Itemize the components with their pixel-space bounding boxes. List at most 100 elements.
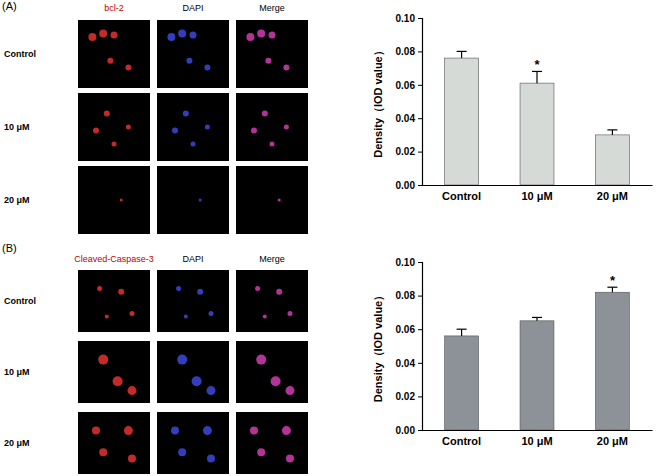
y-tick-label: 0.10	[396, 257, 416, 268]
cell	[286, 455, 294, 463]
y-tick-mark	[418, 185, 422, 186]
x-axis-line	[423, 185, 653, 186]
y-axis-title: Density（IOD value）	[372, 290, 385, 402]
cell	[197, 289, 203, 295]
x-tick: Control	[442, 190, 481, 202]
x-tick: Control	[442, 435, 481, 447]
error-bar-cap	[532, 317, 542, 318]
y-tick-mark	[418, 85, 422, 86]
bar	[520, 321, 554, 430]
cell	[204, 65, 210, 71]
column-header: Merge	[259, 3, 285, 13]
cell	[265, 58, 271, 64]
cell	[178, 448, 186, 456]
micrograph	[157, 270, 229, 332]
x-tick-label: Control	[442, 190, 481, 202]
cell	[278, 199, 281, 202]
y-tick: 0.10	[396, 13, 422, 24]
row-label: Control	[4, 49, 36, 59]
micrograph	[157, 166, 229, 234]
y-tick-label: 0.00	[396, 425, 416, 436]
cell	[284, 125, 289, 130]
micrograph	[236, 270, 308, 332]
y-tick: 0.04	[396, 358, 422, 369]
cell	[207, 455, 215, 463]
error-bar-stem	[536, 71, 537, 83]
x-axis: Control 10 μM 20 μM	[423, 186, 653, 203]
error-bar-cap	[457, 329, 467, 330]
cell	[111, 31, 118, 38]
row-label: 20 μM	[4, 438, 30, 448]
row-label: 10 μM	[4, 367, 30, 377]
cell	[288, 311, 293, 316]
plot-area	[445, 287, 630, 430]
cell	[176, 286, 181, 291]
micrograph	[236, 341, 308, 403]
x-tick-label: 20 μM	[597, 190, 628, 202]
error-bar-stem	[461, 329, 462, 336]
cell	[93, 127, 99, 133]
y-tick-label: 0.02	[396, 391, 416, 402]
micrograph	[236, 93, 308, 161]
cell	[184, 315, 188, 319]
cell	[98, 355, 108, 365]
y-axis-line	[418, 263, 423, 431]
bar	[595, 135, 629, 185]
y-tick: 0.04	[396, 113, 422, 124]
x-tick: 10 μM	[521, 190, 552, 202]
bar-chart: *0.000.020.040.060.080.10Control10 μM20 …	[372, 257, 653, 447]
column-header: DAPI	[182, 3, 203, 13]
x-tick-label: 10 μM	[521, 435, 552, 447]
y-tick-label: 0.10	[396, 13, 416, 24]
cell	[246, 33, 254, 41]
cell	[125, 65, 131, 71]
cell	[112, 142, 117, 147]
bar	[445, 336, 479, 430]
cell	[128, 455, 136, 463]
cell	[192, 376, 202, 386]
figure: (A)bcl-2DAPIMergeControl10 μM20 μM(B)Cle…	[0, 0, 661, 476]
cell	[257, 30, 265, 38]
cell	[190, 31, 197, 38]
cell	[256, 355, 266, 365]
cell	[191, 142, 196, 147]
y-tick-mark	[418, 396, 422, 397]
error-bar	[532, 71, 542, 83]
y-tick: 0.02	[396, 391, 422, 402]
micrograph	[157, 412, 229, 474]
y-tick-mark	[418, 363, 422, 364]
x-tick-label: 20 μM	[597, 435, 628, 447]
error-bar	[607, 130, 617, 135]
significance-mark: *	[610, 273, 616, 288]
row-label: 20 μM	[4, 195, 30, 205]
y-axis-line	[418, 19, 423, 186]
cell	[203, 426, 212, 435]
plot-area	[445, 51, 630, 185]
y-tick-label: 0.02	[396, 146, 416, 157]
cell	[286, 386, 295, 395]
cell	[282, 426, 291, 435]
y-tick: 0.08	[396, 46, 422, 57]
x-tick-label: Control	[442, 435, 481, 447]
row-label: Control	[4, 296, 36, 306]
y-tick-mark	[418, 152, 422, 153]
micrograph	[78, 270, 150, 332]
bar	[595, 292, 629, 430]
y-tick-mark	[418, 51, 422, 52]
panel-label: (A)	[2, 0, 17, 12]
cell	[113, 376, 123, 386]
cell	[172, 127, 178, 133]
cell	[104, 110, 110, 116]
y-tick-label: 0.04	[396, 113, 416, 124]
micrograph	[78, 20, 150, 88]
cell	[186, 58, 192, 64]
column-header: Cleaved-Caspase-3	[74, 254, 154, 264]
y-tick: 0.06	[396, 324, 422, 335]
cell	[263, 315, 267, 319]
micrograph	[157, 20, 229, 88]
micrograph	[78, 166, 150, 234]
x-axis-line	[423, 430, 653, 431]
error-bar	[457, 329, 467, 336]
panel-label: (B)	[2, 242, 17, 254]
bar	[520, 83, 554, 185]
